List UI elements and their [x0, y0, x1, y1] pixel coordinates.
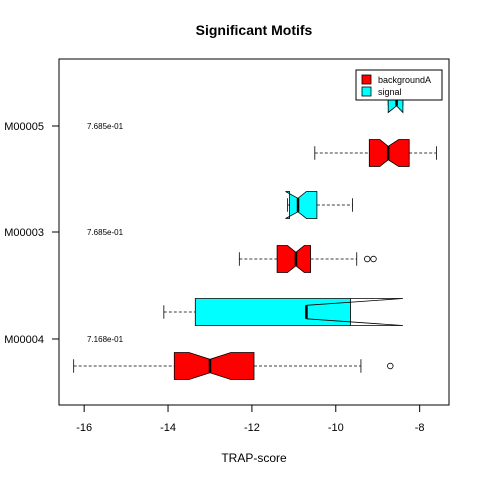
pvalue-label-M00005: 7.685e-01 — [87, 122, 124, 131]
outlier-backgroundA-M00003-1 — [370, 255, 377, 263]
outlier-backgroundA-M00003-0 — [364, 255, 371, 263]
y-tick-label-M00003: M00003 — [4, 227, 44, 239]
x-tick-label-1: -14 — [160, 422, 176, 434]
x-tick-label-4: -8 — [415, 422, 425, 434]
pvalue-label-M00004: 7.168e-01 — [87, 335, 124, 344]
x-axis-label: TRAP-score — [221, 451, 287, 465]
pvalue-label-M00003: 7.685e-01 — [87, 228, 124, 237]
box-signal-M00004 — [194, 298, 403, 326]
boxes-layer — [73, 84, 437, 380]
chart-title: Significant Motifs — [196, 22, 313, 38]
box-backgroundA-M00003 — [276, 245, 312, 273]
legend-swatch-backgroundA — [361, 74, 372, 85]
x-tick-label-2: -12 — [244, 422, 260, 434]
y-axis: M00004 M00003 M00005 — [4, 121, 60, 346]
y-tick-label-M00004: M00004 — [4, 334, 44, 346]
x-tick-label-3: -10 — [328, 422, 344, 434]
legend-label-backgroundA: backgroundA — [378, 75, 431, 85]
outlier-backgroundA-M00004-0 — [387, 362, 394, 370]
box-signal-M00003 — [285, 191, 318, 219]
x-tick-label-0: -16 — [76, 422, 92, 434]
pvalue-labels: 7.168e-01 7.685e-01 7.685e-01 — [87, 122, 124, 344]
legend-swatch-signal — [361, 86, 372, 97]
x-axis: -16 -14 -12 -10 -8 — [76, 404, 425, 434]
legend: backgroundA signal — [355, 69, 443, 101]
y-tick-label-M00005: M00005 — [4, 121, 44, 133]
box-backgroundA-M00004 — [173, 352, 255, 380]
legend-label-signal: signal — [378, 87, 402, 97]
